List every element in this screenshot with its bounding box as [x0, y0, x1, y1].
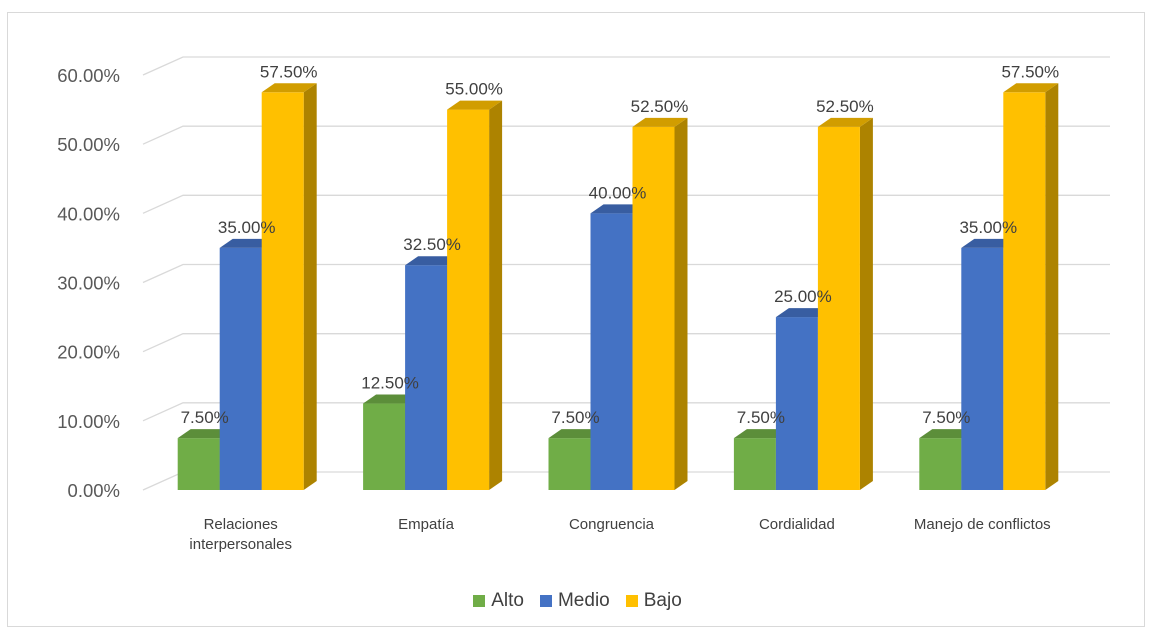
bar-side: [489, 100, 503, 490]
bar-side: [859, 117, 873, 490]
bar-top: [363, 394, 419, 404]
legend-item-medio: Medio: [539, 590, 610, 612]
bar-bajo: [447, 109, 490, 490]
y-axis: 0.00% 10.00% 20.00% 30.00% 40.00% 50.00% 60.00…: [57, 65, 120, 501]
x-tick-label: Congruencia: [569, 516, 655, 533]
y-tick-label: 50.00%: [57, 134, 120, 155]
legend-item-bajo: Bajo: [625, 590, 682, 612]
x-tick-label: Relaciones interpersonales: [189, 516, 292, 553]
data-label: 35.00%: [959, 218, 1017, 237]
y-tick-label: 10.00%: [57, 411, 120, 432]
bar-alto: [363, 403, 406, 490]
data-label: 55.00%: [445, 80, 503, 99]
bar-bajo: [817, 126, 860, 490]
data-label: 7.50%: [551, 408, 599, 427]
bar-top: [632, 117, 688, 127]
gridline: [142, 125, 1110, 145]
x-tick-label: Cordialidad: [759, 516, 835, 533]
data-label: 57.50%: [1001, 62, 1059, 81]
bar-medio: [775, 317, 818, 490]
bar-medio: [219, 247, 262, 490]
legend-swatch: [625, 595, 638, 607]
chart-area: [7, 12, 1145, 627]
data-label: 40.00%: [589, 183, 647, 202]
bar-top: [590, 204, 646, 214]
legend-label: Bajo: [643, 590, 682, 611]
y-tick-label: 60.00%: [57, 65, 120, 86]
bars: [177, 83, 1059, 491]
bar-top: [548, 429, 604, 439]
bar-alto: [548, 438, 591, 490]
bar-medio: [405, 265, 448, 490]
bar-bajo: [1003, 92, 1046, 491]
bar-top: [219, 238, 275, 248]
legend-item-alto: Alto: [473, 590, 524, 612]
x-axis: Relaciones interpersonales Empatía Congruen…: [189, 516, 1050, 553]
bar-top: [1003, 83, 1059, 93]
legend-swatch: [539, 595, 552, 607]
legend-label: Alto: [491, 590, 524, 611]
data-label: 7.50%: [737, 408, 785, 427]
bar-top: [261, 83, 317, 93]
bar-top: [775, 308, 831, 318]
y-tick-label: 20.00%: [57, 342, 120, 363]
data-label: 35.00%: [218, 218, 276, 237]
bar-side: [303, 83, 317, 491]
bar-bajo: [261, 92, 304, 491]
y-tick-label: 30.00%: [57, 273, 120, 294]
gridline: [142, 263, 1110, 284]
legend-label: Medio: [557, 590, 610, 611]
bar-alto: [733, 438, 776, 490]
data-label: 7.50%: [181, 408, 229, 427]
bar-top: [817, 117, 873, 127]
bar-top: [919, 429, 975, 439]
bar-top: [961, 238, 1017, 248]
bar-alto: [919, 438, 962, 490]
y-tick-label: 40.00%: [57, 203, 120, 224]
data-label: 32.50%: [403, 235, 461, 254]
bar-top: [405, 256, 461, 266]
bar-bajo: [632, 126, 675, 490]
data-label: 7.50%: [922, 408, 970, 427]
data-label: 52.50%: [631, 97, 689, 116]
gridline: [142, 194, 1110, 214]
data-label: 25.00%: [774, 287, 832, 306]
bar-top: [447, 100, 503, 110]
x-tick-label: Manejo de conflictos: [914, 516, 1051, 533]
data-labels: 7.50% 35.00% 57.50% 12.50% 32.50% 55.00% 7.50%…: [181, 62, 1060, 427]
legend: Alto Medio Bajo: [0, 590, 1155, 613]
data-label: 12.50%: [361, 374, 419, 393]
bar-medio: [590, 213, 633, 491]
x-tick-label: Empatía: [398, 516, 455, 533]
bar-medio: [961, 247, 1004, 490]
data-label: 57.50%: [260, 62, 318, 81]
data-label: 52.50%: [816, 97, 874, 116]
y-tick-label: 0.00%: [68, 480, 120, 501]
bar-alto: [177, 438, 220, 490]
bar-side: [674, 117, 688, 490]
bar-top: [733, 429, 789, 439]
gridline: [142, 56, 1110, 76]
legend-swatch: [473, 595, 486, 607]
bar-top: [177, 429, 233, 439]
bar-side: [1045, 83, 1059, 491]
